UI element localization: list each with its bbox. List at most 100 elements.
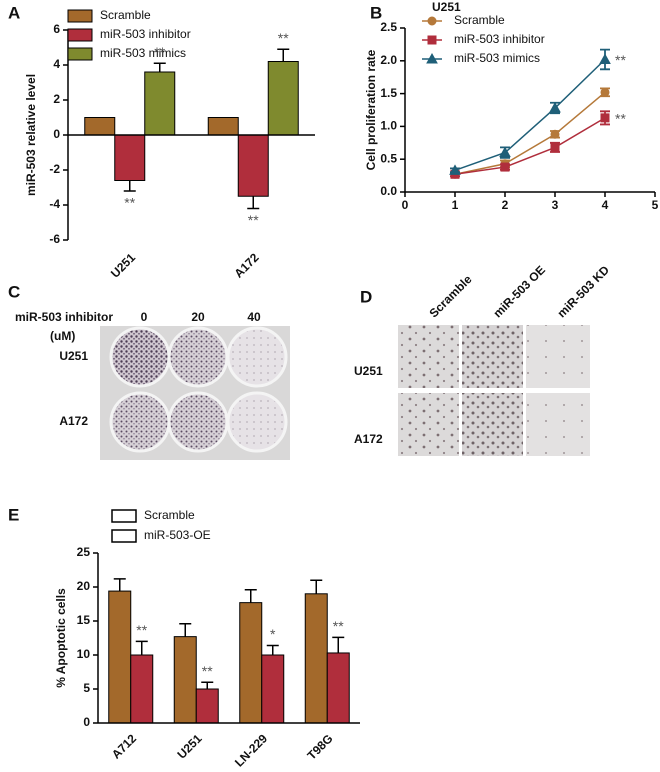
panel-label: B (370, 3, 382, 22)
legend-marker (427, 35, 437, 45)
bar (130, 654, 154, 724)
migration-images (398, 325, 590, 456)
legend-marker (426, 52, 438, 64)
error-bar (135, 640, 148, 655)
error-bar (277, 48, 290, 62)
legend-label: miR-503-OE (144, 528, 211, 542)
plate (226, 326, 288, 388)
error-bar (179, 622, 192, 637)
column-label: miR-503 KD (554, 263, 612, 321)
plate (167, 326, 229, 388)
point (500, 162, 510, 172)
x-tick-label: 5 (652, 198, 659, 212)
y-tick-label: 20 (77, 579, 91, 593)
x-tick-label: A172 (231, 250, 261, 280)
x-tick-label: LN-229 (232, 731, 270, 769)
x-tick-label: U251 (174, 731, 204, 761)
bar (239, 602, 263, 724)
y-tick-label: 2.5 (380, 20, 397, 34)
point (549, 102, 561, 113)
error-bar (332, 636, 345, 653)
y-tick-label: 0.0 (380, 184, 397, 198)
legend-label: Scramble (144, 508, 195, 522)
column-label: Scramble (426, 272, 474, 320)
series-line (454, 58, 606, 172)
bar (114, 134, 146, 181)
point (550, 129, 560, 139)
x-tick-label: U251 (108, 250, 138, 280)
plate (109, 326, 171, 388)
error-bar (310, 579, 323, 594)
significance: ** (202, 663, 213, 679)
column-label: 20 (191, 310, 205, 324)
y-tick-label: 5 (83, 681, 90, 695)
error-bar (201, 681, 214, 689)
legend-swatch (111, 529, 137, 543)
chart-title: U251 (432, 0, 461, 14)
bar (84, 117, 116, 136)
header: (uM) (50, 329, 75, 343)
micrograph (462, 325, 523, 388)
legend-swatch (67, 9, 93, 23)
x-tick-label: T98G (304, 731, 335, 762)
y-tick-label: 10 (77, 647, 91, 661)
plate (226, 391, 288, 453)
x-tick-label: 3 (552, 198, 559, 212)
error-bar (123, 180, 136, 192)
panel-label: E (8, 505, 19, 524)
panel-label: D (360, 287, 372, 306)
bar (108, 590, 132, 724)
row-label: U251 (354, 364, 383, 378)
plate (167, 391, 229, 453)
row-label: A172 (354, 432, 383, 446)
row-label: U251 (59, 349, 88, 363)
significance: ** (278, 30, 289, 46)
y-tick-label: 1.5 (380, 86, 397, 100)
legend-label: miR-503 inhibitor (454, 32, 545, 46)
colony-plates (100, 326, 290, 460)
bar (326, 652, 350, 724)
point (600, 87, 610, 97)
column-label: 0 (141, 310, 148, 324)
legend-label: miR-503 inhibitor (100, 27, 191, 41)
y-tick-label: 0.5 (380, 151, 397, 165)
legend-swatch (67, 47, 93, 61)
point (600, 113, 610, 123)
column-label: 40 (247, 310, 261, 324)
significance: * (270, 626, 276, 642)
point (449, 164, 461, 175)
significance: ** (333, 618, 344, 634)
series-line (454, 117, 606, 176)
significance: ** (154, 44, 165, 60)
significance: ** (248, 212, 259, 228)
panel-label: C (8, 282, 20, 301)
y-axis-label: Cell proliferation rate (364, 49, 378, 170)
y-tick-label: 0 (53, 127, 60, 141)
series-line (454, 91, 606, 176)
bar (144, 71, 176, 136)
y-tick-label: 1.0 (380, 119, 397, 133)
row-label: A172 (59, 414, 88, 428)
significance: ** (615, 111, 626, 127)
bar (173, 636, 197, 724)
x-tick-label: 0 (402, 198, 409, 212)
point (550, 142, 560, 152)
significance: ** (136, 622, 147, 638)
x-tick-label: 2 (502, 198, 509, 212)
y-tick-label: 15 (77, 613, 91, 627)
bar (207, 117, 239, 136)
y-tick-label: 4 (53, 57, 60, 71)
y-tick-label: 25 (77, 545, 91, 559)
x-tick-label: 1 (452, 198, 459, 212)
y-tick-label: -2 (49, 162, 60, 176)
micrograph (526, 325, 590, 388)
legend-swatch (67, 28, 93, 42)
y-axis-label: miR-503 relative level (24, 74, 38, 196)
legend-marker (427, 16, 437, 26)
y-tick-label: -6 (49, 232, 60, 246)
legend-label: Scramble (100, 8, 151, 22)
y-tick-label: 0 (83, 715, 90, 729)
point (499, 146, 511, 158)
significance: ** (124, 195, 135, 211)
